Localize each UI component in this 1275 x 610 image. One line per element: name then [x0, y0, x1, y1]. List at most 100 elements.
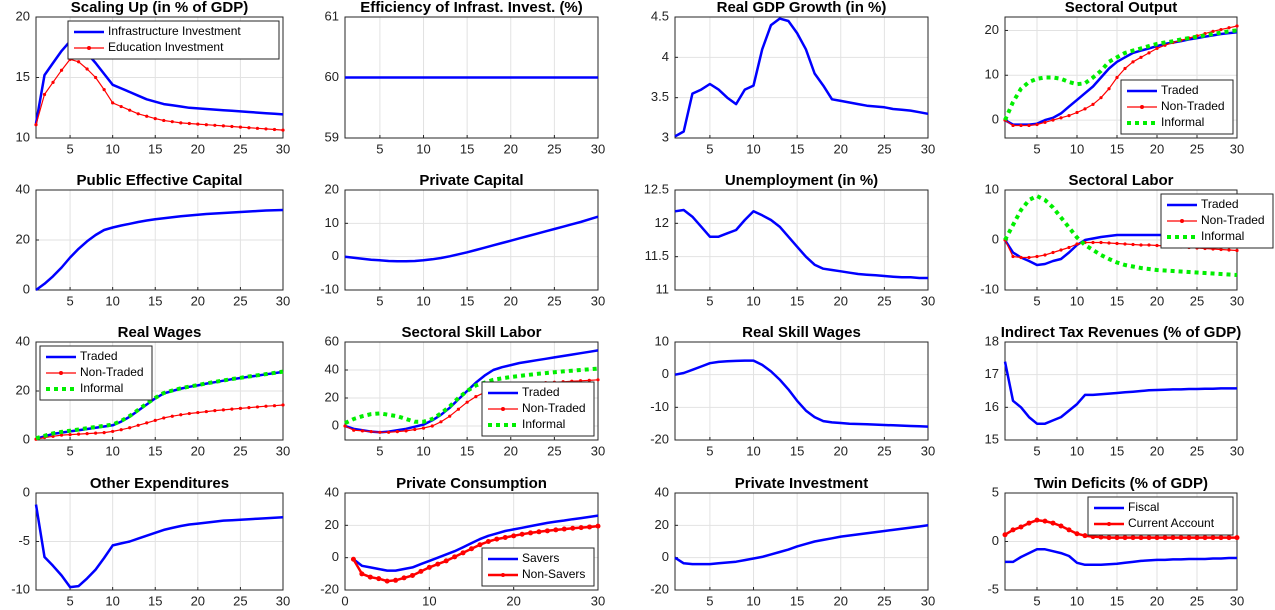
- x-tick-label: 20: [1150, 293, 1164, 308]
- series-marker: [1091, 102, 1095, 106]
- legend-label: Informal: [1201, 229, 1244, 243]
- legend-box: [67, 20, 280, 60]
- x-tick-label: 5: [66, 443, 73, 458]
- x-tick-label: 25: [547, 293, 561, 308]
- series-line: [344, 366, 599, 426]
- x-tick-label: 15: [1110, 293, 1124, 308]
- y-tick-label: 20: [16, 231, 30, 246]
- series-marker: [1131, 60, 1135, 64]
- series-marker: [1122, 535, 1128, 541]
- series-marker: [1034, 517, 1040, 523]
- series-marker: [456, 407, 461, 411]
- series-marker: [343, 424, 347, 428]
- x-tick-label: 10: [105, 141, 119, 156]
- series-marker: [1202, 535, 1208, 541]
- series-marker: [561, 526, 567, 532]
- x-tick-label: 5: [706, 141, 713, 156]
- y-tick-label: 60: [325, 69, 339, 84]
- series-marker: [170, 414, 174, 418]
- x-tick-label: 10: [746, 141, 760, 156]
- series-marker: [1075, 242, 1079, 246]
- series-marker: [1026, 520, 1032, 526]
- y-tick-label: -20: [650, 431, 669, 446]
- x-tick-label: 20: [504, 293, 518, 308]
- series-marker: [94, 431, 98, 435]
- x-tick-label: 5: [66, 293, 73, 308]
- y-tick-label: 10: [16, 129, 30, 144]
- x-tick-label: 25: [1190, 141, 1204, 156]
- series-marker: [1082, 533, 1088, 539]
- x-tick-label: 30: [1230, 293, 1244, 308]
- series-marker: [264, 404, 268, 408]
- series-marker: [395, 430, 399, 434]
- series-marker: [128, 108, 132, 112]
- x-tick-label: 20: [834, 593, 848, 608]
- y-tick-label: 0: [23, 431, 30, 446]
- y-tick-label: 60: [325, 333, 339, 348]
- series-marker: [1154, 535, 1160, 541]
- legend-label: Informal: [1161, 115, 1204, 129]
- x-tick-label: 5: [66, 593, 73, 608]
- axes-box: [1004, 341, 1238, 441]
- y-tick-label: 16: [985, 399, 999, 414]
- x-tick-label: 30: [591, 443, 605, 458]
- subplot: 5 10 15 20 25 30 10 15 20 Scaling Up (in % of GDP…: [16, 0, 291, 156]
- series-marker: [430, 424, 434, 428]
- series-marker: [469, 546, 474, 552]
- y-tick-label: 3: [662, 129, 669, 144]
- y-tick-label: 40: [325, 361, 339, 376]
- x-tick-label: 20: [1150, 141, 1164, 156]
- series-marker: [204, 123, 208, 127]
- series-line: [674, 208, 928, 280]
- x-tick-label: 15: [1110, 141, 1124, 156]
- series-marker: [474, 395, 478, 399]
- chart-title: Twin Deficits (% of GDP): [1034, 475, 1208, 492]
- series-marker: [34, 123, 38, 127]
- x-tick-label: 5: [1033, 443, 1040, 458]
- x-tick-label: 10: [416, 141, 430, 156]
- series-line: [35, 208, 284, 292]
- y-tick-label: -10: [11, 581, 30, 596]
- series-marker: [1035, 122, 1039, 127]
- series-marker: [1147, 243, 1151, 247]
- series-marker: [213, 123, 217, 127]
- axes-box: [35, 189, 284, 291]
- axes-background: [1005, 342, 1237, 440]
- series-marker: [1059, 116, 1063, 120]
- series-marker: [238, 406, 243, 410]
- subplot: 5 10 15 20 25 30 0 20 40 Public Effective Capital: [16, 172, 291, 308]
- series-marker: [221, 124, 225, 128]
- x-tick-label: 30: [591, 141, 605, 156]
- series-marker: [1042, 518, 1048, 524]
- y-tick-label: -10: [980, 281, 999, 296]
- series-marker: [367, 574, 373, 580]
- x-tick-label: 30: [1230, 443, 1244, 458]
- x-tick-label: 15: [790, 593, 804, 608]
- series-marker: [1075, 110, 1079, 115]
- x-tick-label: 15: [790, 141, 804, 156]
- y-tick-label: 11.5: [645, 248, 669, 263]
- series-marker: [553, 527, 559, 533]
- y-tick-label: -20: [650, 581, 669, 596]
- legend-box: [481, 547, 595, 587]
- legend-marker: [501, 407, 505, 411]
- series-marker: [439, 420, 443, 424]
- y-tick-label: 11: [656, 281, 670, 296]
- series-marker: [1027, 255, 1031, 260]
- series-marker: [448, 414, 452, 418]
- y-tick-label: 20: [325, 389, 339, 404]
- y-tick-label: 3.5: [651, 89, 669, 104]
- y-tick-label: 0: [332, 417, 339, 432]
- series-marker: [1091, 240, 1095, 245]
- series-marker: [1138, 535, 1144, 541]
- series-marker: [255, 126, 260, 130]
- y-tick-label: 10: [985, 181, 999, 196]
- series-marker: [204, 409, 208, 414]
- x-tick-label: 20: [834, 141, 848, 156]
- x-tick-label: 30: [276, 141, 290, 156]
- subplot: 5 10 15 20 25 30 -10 0 10 Sectoral Labor Traded Non…: [980, 172, 1274, 308]
- series-line: [674, 524, 929, 566]
- series-marker: [1210, 535, 1216, 541]
- series-marker: [272, 404, 277, 408]
- y-tick-label: 20: [16, 8, 30, 23]
